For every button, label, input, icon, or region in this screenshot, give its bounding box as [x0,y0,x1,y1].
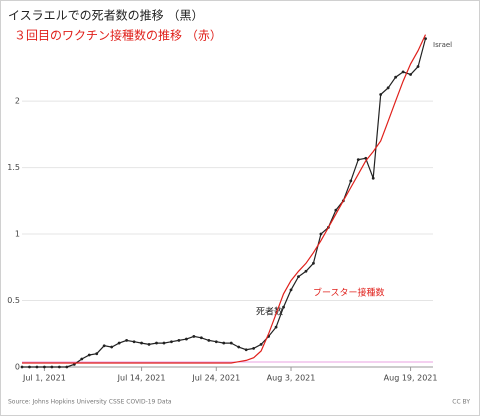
series-line [22,34,427,364]
point [379,93,383,96]
point [72,362,76,366]
point [229,341,233,345]
point [304,269,308,273]
y-tick-label: 0.5 [7,296,20,305]
point [222,341,226,345]
point [401,70,405,74]
point [192,335,196,338]
point [177,339,181,342]
point [35,365,39,369]
point [43,365,46,369]
chart-title: イスラエルでの死者数の推移 （黒） [8,8,203,23]
x-tick-label: Aug 19, 2021 [384,374,438,383]
x-tick-label: Jul 1, 2021 [22,374,66,383]
point [349,179,353,183]
point [117,341,121,345]
y-tick-label: 0 [15,363,20,372]
point [125,339,129,342]
point [155,341,158,345]
y-tick-label: 2 [15,97,20,106]
point [259,343,263,346]
point [140,341,143,345]
point [334,208,338,212]
point [237,345,241,349]
point [409,73,412,76]
source: Source: Johns Hopkins University CSSE CO… [8,399,172,406]
point [57,365,61,369]
point [199,336,203,340]
point [244,348,248,352]
point [274,325,278,329]
point [394,75,398,79]
point [371,176,375,180]
chart-subtitle: ３回目のワクチン接種数の推移 （赤） [14,28,222,43]
point [297,275,300,278]
y-tick-label: 1.5 [7,163,20,172]
point [252,346,256,350]
point [312,261,315,265]
point [28,365,31,369]
point [319,232,323,236]
point [110,345,114,349]
x-tick-label: Aug 3, 2021 [267,374,316,383]
point [95,352,99,356]
point [132,340,136,344]
point [20,365,24,369]
license: CC BY [452,399,470,406]
point [50,365,54,369]
point [147,343,151,346]
point [289,288,293,292]
x-tick-label: Jul 24, 2021 [191,374,240,383]
point [424,37,427,41]
point [386,86,390,90]
point [364,156,368,160]
point [65,365,69,369]
point [416,65,420,68]
point [170,340,173,344]
point [356,158,360,162]
point [87,353,91,357]
point [214,340,218,344]
point [185,337,188,341]
point [282,305,285,309]
x-tick-label: Jul 14, 2021 [117,374,166,383]
point [102,344,106,348]
point [207,339,211,342]
y-tick-label: 1 [15,230,20,239]
point [80,357,84,361]
series-label: ブースター接種数 [313,287,385,299]
point [162,341,166,345]
series-label: Israel [433,41,452,49]
